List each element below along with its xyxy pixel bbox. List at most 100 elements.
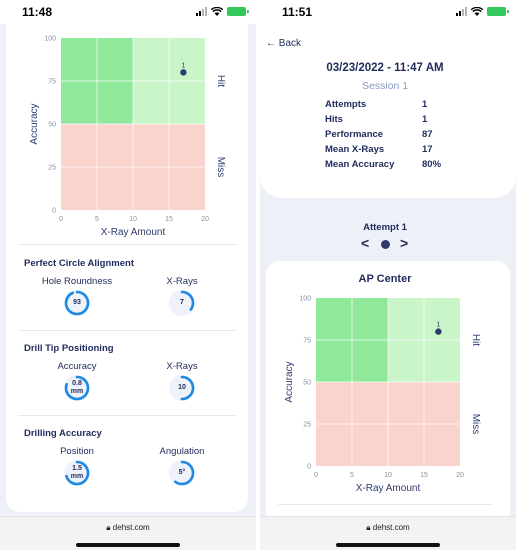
gauge-background xyxy=(64,460,90,486)
gauge-arc xyxy=(64,375,90,401)
x-tick-label: 20 xyxy=(201,216,209,223)
status-time: 11:51 xyxy=(282,5,313,19)
x-tick-label: 10 xyxy=(384,472,392,479)
chevron-left-icon[interactable]: < xyxy=(361,235,370,251)
miss-label: Miss xyxy=(470,414,481,435)
accuracy-chart: 0 5 10 15 20 0 25 50 75 100 X-Ray Amount Accuracy Hi… xyxy=(29,36,226,239)
metric-label-hole-roundness: Hole Roundness xyxy=(41,276,113,287)
x-tick-label: 10 xyxy=(129,216,137,223)
miss-label: Miss xyxy=(215,157,226,178)
gauge-ring xyxy=(169,460,195,486)
gauge-value: 1.5 mm xyxy=(63,459,91,487)
x-tick-label: 0 xyxy=(59,216,63,223)
data-point xyxy=(180,69,187,76)
battery-icon xyxy=(227,7,249,16)
signal-icon xyxy=(456,7,467,16)
stat-value-hits: 1 xyxy=(422,114,428,125)
y-tick-label: 100 xyxy=(44,36,56,43)
url-bar[interactable]: 🔒︎ dehst.com xyxy=(260,523,516,533)
y-axis-label: Accuracy xyxy=(284,361,295,402)
metric-label-x-rays: X-Rays xyxy=(166,361,198,372)
chevron-right-icon[interactable]: > xyxy=(400,235,409,251)
section-title-circle-alignment: Perfect Circle Alignment xyxy=(24,258,134,269)
hit-label: Hit xyxy=(470,334,481,346)
back-button[interactable]: ← Back xyxy=(266,38,302,49)
gauge-background xyxy=(169,375,195,401)
stat-value-mean-accuracy: 80% xyxy=(422,159,442,170)
url-bar[interactable]: 🔒︎ dehst.com xyxy=(0,523,256,533)
x-tick-label: 5 xyxy=(95,216,99,223)
session-date: 03/23/2022 - 11:47 AM xyxy=(326,62,444,74)
gauge-value-text: 93 xyxy=(73,299,81,306)
y-tick-label: 75 xyxy=(303,338,311,345)
x-axis-label: X-Ray Amount xyxy=(356,483,421,494)
divider xyxy=(18,244,236,245)
gauge-value: 0.8 mm xyxy=(63,374,91,402)
x-tick-label: 15 xyxy=(165,216,173,223)
gauge-arc xyxy=(64,460,90,486)
x-rays-gauge: 7 xyxy=(168,289,196,317)
metric-label-angulation: Angulation xyxy=(159,446,205,457)
metric-label-position: Position xyxy=(60,446,94,457)
chart-title: AP Center xyxy=(358,273,412,285)
home-indicator[interactable] xyxy=(336,543,440,547)
angulation-gauge: 5° xyxy=(168,459,196,487)
status-icons xyxy=(196,7,249,16)
section-title-drill-tip: Drill Tip Positioning xyxy=(24,343,114,354)
stat-value-performance: 87 xyxy=(422,129,433,140)
left-screen: 11:48 0 5 10 15 20 0 25 50 75 100 X-Ray Amount Accu… xyxy=(0,0,256,550)
y-tick-label: 25 xyxy=(48,165,56,172)
x-tick-label: 15 xyxy=(420,472,428,479)
wifi-icon xyxy=(211,7,223,16)
gauge-ring xyxy=(64,375,90,401)
stat-label-mean-accuracy: Mean Accuracy xyxy=(325,159,395,170)
metric-label-accuracy: Accuracy xyxy=(57,361,97,372)
url-text: dehst.com xyxy=(372,523,410,532)
position-gauge: 1.5 mm xyxy=(63,459,91,487)
url-text: dehst.com xyxy=(112,523,150,532)
attempt-label: Attempt 1 xyxy=(363,222,407,233)
status-bar: 11:48 xyxy=(0,0,256,24)
session-name: Session 1 xyxy=(361,80,409,92)
x-tick-label: 20 xyxy=(456,472,464,479)
divider xyxy=(18,330,236,331)
y-tick-label: 50 xyxy=(48,122,56,129)
gauge-value: 5° xyxy=(168,459,196,487)
gauge-ring xyxy=(64,290,90,316)
gauge-background xyxy=(169,460,195,486)
gauge-ring xyxy=(169,375,195,401)
status-time: 11:48 xyxy=(22,5,53,19)
accuracy-gauge: 0.8 mm xyxy=(63,374,91,402)
x-rays-gauge: 10 xyxy=(168,374,196,402)
gauge-value: 10 xyxy=(168,374,196,402)
data-point-label: 1 xyxy=(181,62,185,69)
battery-icon xyxy=(487,7,509,16)
gauge-ring xyxy=(64,460,90,486)
gauge-value: 7 xyxy=(168,289,196,317)
attempt-page-dot[interactable] xyxy=(381,240,390,249)
y-tick-label: 25 xyxy=(303,422,311,429)
wifi-icon xyxy=(471,7,483,16)
browser-bar: 🔒︎ dehst.com xyxy=(260,516,516,550)
stat-label-performance: Performance xyxy=(325,129,384,140)
data-point-label: 1 xyxy=(436,322,440,329)
gauge-arc xyxy=(169,375,195,401)
gauge-ring xyxy=(169,290,195,316)
browser-bar: 🔒︎ dehst.com xyxy=(0,516,256,550)
gauge-background xyxy=(64,375,90,401)
divider xyxy=(278,504,492,505)
gauge-value-text: 1.5 xyxy=(72,465,82,472)
y-tick-label: 0 xyxy=(52,208,56,215)
right-screen: 11:51 🔒︎ dehst.com xyxy=(260,0,516,550)
x-tick-label: 5 xyxy=(350,472,354,479)
y-tick-label: 100 xyxy=(299,296,311,303)
gauge-background xyxy=(64,290,90,316)
gauge-arc xyxy=(169,290,195,316)
status-bar: 11:51 xyxy=(260,0,516,24)
gauge-value-text: 5° xyxy=(178,469,186,476)
home-indicator[interactable] xyxy=(76,543,180,547)
gauge-value: 93 xyxy=(63,289,91,317)
y-tick-label: 50 xyxy=(303,380,311,387)
lock-icon: 🔒︎ xyxy=(366,523,371,532)
stat-value-attempts: 1 xyxy=(422,99,428,110)
